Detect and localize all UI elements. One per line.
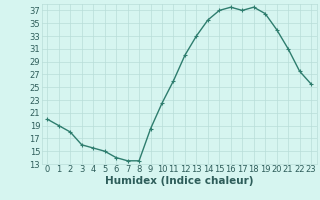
X-axis label: Humidex (Indice chaleur): Humidex (Indice chaleur) [105,176,253,186]
